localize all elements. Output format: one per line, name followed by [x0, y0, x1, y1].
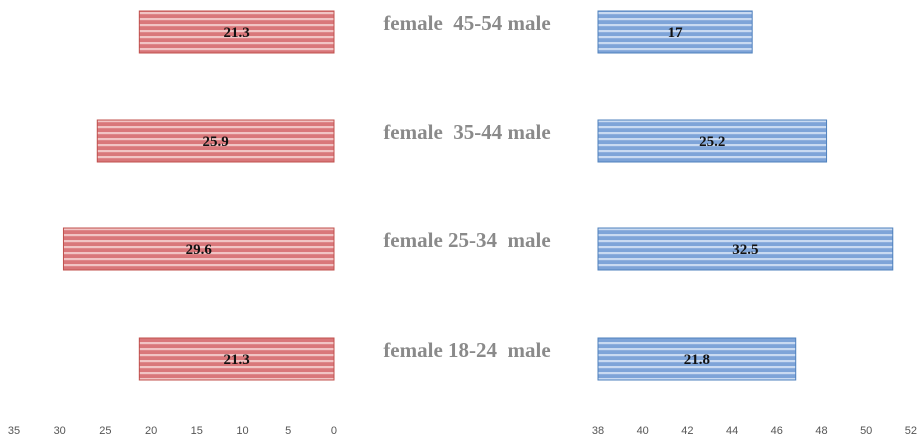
category-label: female 35-44 male — [383, 120, 550, 144]
female-bar-value-label: 21.3 — [224, 352, 250, 368]
male-bar — [597, 10, 753, 54]
left-axis-tick-label: 35 — [8, 425, 20, 437]
left-axis-ticks: 35 30 25 20 15 10 5 0 — [8, 425, 337, 437]
right-axis-tick-label: 50 — [860, 425, 872, 437]
right-axis-tick-label: 40 — [637, 425, 649, 437]
male-bar-value-label: 17 — [668, 25, 684, 41]
left-axis-tick-label: 30 — [54, 425, 66, 437]
category-labels-group: female 45-54 male female 35-44 male female… — [383, 11, 550, 362]
category-label: female 18-24 male — [383, 338, 550, 362]
left-axis-tick-label: 20 — [145, 425, 157, 437]
right-axis-tick-label: 48 — [815, 425, 827, 437]
male-bar — [597, 119, 828, 163]
female-bar-value-label: 29.6 — [186, 242, 213, 258]
male-bar-value-label: 32.5 — [732, 242, 758, 258]
female-bar-value-label: 25.9 — [203, 134, 229, 150]
left-axis-tick-label: 10 — [236, 425, 248, 437]
right-axis-tick-label: 42 — [681, 425, 693, 437]
female-bar — [138, 337, 335, 381]
category-label: female 45-54 male — [383, 11, 550, 35]
female-bars-group: 21.3 25.9 29.6 21.3 — [62, 10, 335, 381]
right-axis-tick-label: 38 — [592, 425, 604, 437]
right-axis-ticks: 38 40 42 44 46 48 50 52 — [592, 425, 917, 437]
right-axis-tick-label: 46 — [771, 425, 783, 437]
right-axis-tick-label: 52 — [905, 425, 917, 437]
female-bar — [138, 10, 335, 54]
male-bar — [597, 227, 894, 271]
female-bar-value-label: 21.3 — [224, 25, 250, 41]
male-bar-value-label: 25.2 — [699, 134, 725, 150]
male-bars-group: 17 25.2 32.5 21.8 — [597, 10, 894, 381]
male-bar-value-label: 21.8 — [684, 352, 710, 368]
male-bar — [597, 337, 797, 381]
left-axis-tick-label: 15 — [191, 425, 203, 437]
left-axis-tick-label: 5 — [285, 425, 291, 437]
right-axis-tick-label: 44 — [726, 425, 738, 437]
category-label: female 25-34 male — [383, 228, 550, 252]
left-axis-tick-label: 0 — [331, 425, 337, 437]
female-bar — [96, 119, 335, 163]
female-bar — [62, 227, 335, 271]
left-axis-tick-label: 25 — [99, 425, 111, 437]
